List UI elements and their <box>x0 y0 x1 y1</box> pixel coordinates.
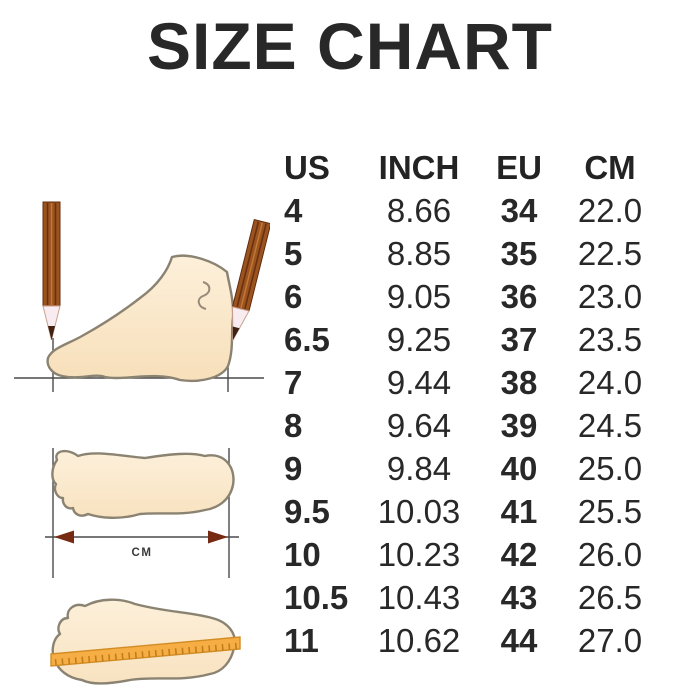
ankle-mark <box>197 281 211 310</box>
eu-size-cell: 37 <box>500 321 538 358</box>
cm-size-cell: 24.0 <box>577 364 643 401</box>
inch-size-cell: 10.03 <box>377 493 461 530</box>
eu-size-cell: 38 <box>500 364 538 401</box>
footprint-ruler-illustration <box>50 598 241 685</box>
eu-size-cell: 35 <box>500 235 538 272</box>
size-conversion-table: US INCH EU CM 4 8.66 34 22.0 5 8.85 35 2… <box>284 146 656 662</box>
pencil-icon <box>42 201 61 341</box>
us-size-cell: 11 <box>284 622 319 659</box>
ruler-icon <box>50 636 241 667</box>
column-header-us: US <box>284 149 330 186</box>
cm-size-cell: 27.0 <box>577 622 643 659</box>
eu-size-cell: 34 <box>500 192 538 229</box>
us-size-cell: 9 <box>284 450 303 487</box>
inch-size-cell: 10.43 <box>377 579 461 616</box>
eu-size-cell: 44 <box>500 622 538 659</box>
cm-size-cell: 23.0 <box>577 278 643 315</box>
eu-size-cell: 40 <box>500 450 538 487</box>
page-title: SIZE CHART <box>147 9 553 83</box>
footprint-shape <box>51 449 235 519</box>
pencil-icon <box>231 218 270 342</box>
measure-arrow <box>45 530 239 544</box>
us-size-cell: 6 <box>284 278 303 315</box>
inch-size-cell: 9.84 <box>386 450 452 487</box>
inch-size-cell: 9.64 <box>386 407 452 444</box>
cm-size-cell: 26.0 <box>577 536 643 573</box>
foot-side-measure-illustration <box>14 201 270 392</box>
cm-size-cell: 25.0 <box>577 450 643 487</box>
footprint-shape <box>51 598 237 685</box>
column-header-cm: CM <box>584 149 636 186</box>
inch-size-cell: 10.23 <box>377 536 461 573</box>
cm-size-cell: 26.5 <box>577 579 643 616</box>
inch-size-cell: 8.85 <box>386 235 452 272</box>
us-size-cell: 9.5 <box>284 493 330 530</box>
eu-size-cell: 39 <box>500 407 538 444</box>
inch-size-cell: 10.62 <box>377 622 461 659</box>
inch-size-cell: 9.44 <box>386 364 452 401</box>
cm-size-cell: 22.5 <box>577 235 643 272</box>
us-size-cell: 6.5 <box>284 321 330 358</box>
cm-arrow-label: CM <box>132 547 153 559</box>
eu-size-cell: 36 <box>500 278 538 315</box>
us-size-cell: 8 <box>284 407 303 444</box>
us-size-cell: 10 <box>284 536 321 573</box>
inch-size-cell: 8.66 <box>386 192 452 229</box>
us-size-cell: 4 <box>284 192 303 229</box>
cm-size-cell: 22.0 <box>577 192 643 229</box>
inch-size-cell: 9.25 <box>386 321 452 358</box>
us-size-cell: 10.5 <box>284 579 349 616</box>
cm-size-cell: 24.5 <box>577 407 643 444</box>
foot-side-shape <box>46 254 235 382</box>
cm-size-cell: 25.5 <box>577 493 643 530</box>
eu-size-cell: 42 <box>500 536 538 573</box>
us-size-cell: 5 <box>284 235 303 272</box>
us-size-cell: 7 <box>284 364 303 401</box>
eu-size-cell: 43 <box>500 579 538 616</box>
column-header-eu: EU <box>496 149 542 186</box>
eu-size-cell: 41 <box>500 493 538 530</box>
inch-size-cell: 9.05 <box>386 278 452 315</box>
footprint-length-illustration: CM <box>45 448 239 578</box>
column-header-inch: INCH <box>378 149 460 186</box>
cm-size-cell: 23.5 <box>577 321 643 358</box>
